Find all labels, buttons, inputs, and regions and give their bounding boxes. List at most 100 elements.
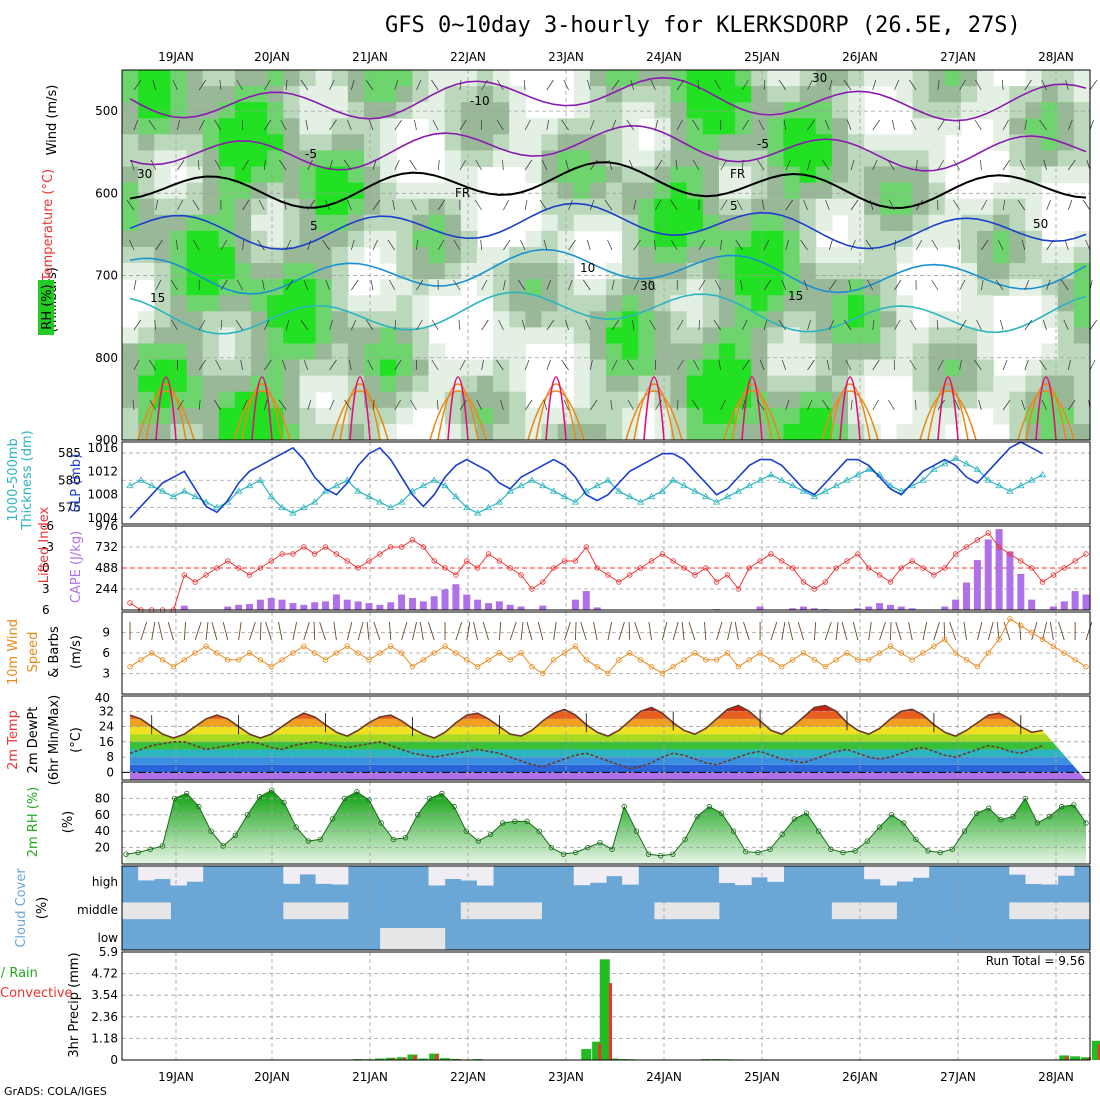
rh-shade-cell xyxy=(1073,134,1091,152)
rh-shade-cell xyxy=(960,327,978,345)
rh-shade-cell xyxy=(1041,263,1059,280)
precip-total-bar xyxy=(608,1058,619,1060)
wind-speed-marker xyxy=(811,657,818,663)
rh-shade-cell xyxy=(138,343,155,361)
wind-barb xyxy=(1089,79,1098,91)
cape-bar xyxy=(256,599,264,610)
rh-shade-cell xyxy=(848,279,865,296)
rh-shade-cell xyxy=(686,423,704,441)
rh-shade-cell xyxy=(735,214,752,232)
rh-shade-cell xyxy=(541,407,559,425)
rh-shade-cell xyxy=(138,359,155,377)
rh-shade-cell xyxy=(799,182,817,200)
wind-barb xyxy=(264,159,266,171)
rh-shade-cell xyxy=(299,359,317,377)
rh-shade-cell xyxy=(880,214,897,232)
wind-speed-marker xyxy=(431,650,437,656)
rh-shade-cell xyxy=(638,150,655,168)
rh-shade-cell xyxy=(525,327,543,345)
rh-shade-cell xyxy=(944,359,962,377)
cape-bar xyxy=(973,560,981,610)
rh-shade-cell xyxy=(783,343,801,361)
rh-shade-cell xyxy=(557,263,575,280)
rh-shade-cell xyxy=(1009,118,1027,135)
rh-shade-cell xyxy=(154,391,171,409)
rh-marker xyxy=(196,803,202,810)
rh-shade-cell xyxy=(767,86,785,103)
thickness-marker xyxy=(419,481,428,489)
wind-barb xyxy=(148,119,157,131)
rh-shade-cell xyxy=(654,311,672,328)
axis-label: (%) xyxy=(61,811,76,834)
rh-shade-cell xyxy=(573,391,591,409)
wind-speed-marker xyxy=(1039,636,1046,643)
wind-speed-marker xyxy=(887,643,894,649)
wind-barb xyxy=(1067,119,1073,131)
rh-shade-cell xyxy=(541,263,559,280)
rh-shade-cell xyxy=(670,214,688,232)
rh-marker xyxy=(670,851,676,857)
wind-barb xyxy=(1058,621,1065,641)
rh-shade-cell xyxy=(460,150,478,168)
rh-shade-cell xyxy=(541,327,559,345)
warm-contour xyxy=(527,390,585,441)
wind-barb xyxy=(264,359,272,371)
warm-contour xyxy=(633,383,675,441)
panel-frame xyxy=(121,781,1091,865)
cloud-middle-cell xyxy=(299,902,317,920)
wind-barb xyxy=(589,199,595,211)
thickness-marker xyxy=(517,481,525,489)
cape-bar xyxy=(441,589,449,610)
rh-shade-cell xyxy=(864,311,881,328)
rh-shade-cell xyxy=(347,246,365,264)
rh-shade-cell xyxy=(251,263,268,280)
wind-barb xyxy=(565,159,569,171)
rh-shade-cell xyxy=(380,407,397,425)
wind-barb xyxy=(149,359,157,371)
wind-barb xyxy=(458,319,461,331)
cloud-high-cell xyxy=(444,866,462,879)
rh-shade-cell xyxy=(267,166,284,184)
rh-shade-cell xyxy=(186,86,204,103)
lifted-index-marker xyxy=(1083,551,1089,557)
rh-shade-cell xyxy=(751,166,768,184)
rh-shade-cell xyxy=(848,86,865,103)
lifted-index-marker xyxy=(485,551,492,557)
wind-barb xyxy=(761,199,765,211)
rh-shade-cell xyxy=(831,359,849,377)
wind-barb xyxy=(1017,199,1026,211)
wind-speed-marker xyxy=(952,650,959,656)
rh-shade-cell xyxy=(1057,166,1075,184)
wind-barb xyxy=(785,239,789,251)
rh-shade-cell xyxy=(783,118,801,135)
rh-shade-cell xyxy=(412,359,430,377)
wind-barb xyxy=(981,239,989,251)
rh-shade-cell xyxy=(186,279,204,296)
wind-barb xyxy=(235,319,243,331)
warm-contour xyxy=(241,383,283,441)
rh-shade-cell xyxy=(944,327,962,345)
wind-speed-marker xyxy=(301,643,307,649)
rh-marker xyxy=(329,816,336,822)
lifted-index-marker xyxy=(268,558,274,564)
rh-shade-cell xyxy=(606,70,623,87)
precip-convective-bar xyxy=(413,1055,417,1060)
wind-barb xyxy=(922,621,928,641)
rh-shade-cell xyxy=(122,86,139,103)
rh-shade-cell xyxy=(928,214,946,232)
rh-shade-cell xyxy=(315,102,333,119)
rh-shade-cell xyxy=(573,86,591,103)
wind-barb xyxy=(419,621,424,641)
cape-bar xyxy=(267,597,275,610)
wind-speed-marker xyxy=(637,657,644,663)
rh-shade-cell xyxy=(509,359,526,377)
rh-shade-cell xyxy=(1057,327,1075,345)
rh-shade-cell xyxy=(1057,70,1075,87)
rh-shade-cell xyxy=(718,407,736,425)
wind-barb xyxy=(698,239,706,251)
wind-barb xyxy=(872,359,880,371)
thickness-marker xyxy=(310,498,319,505)
rh-shade-cell xyxy=(783,70,801,87)
wind-barb xyxy=(481,359,484,371)
wind-barb xyxy=(1021,239,1026,251)
